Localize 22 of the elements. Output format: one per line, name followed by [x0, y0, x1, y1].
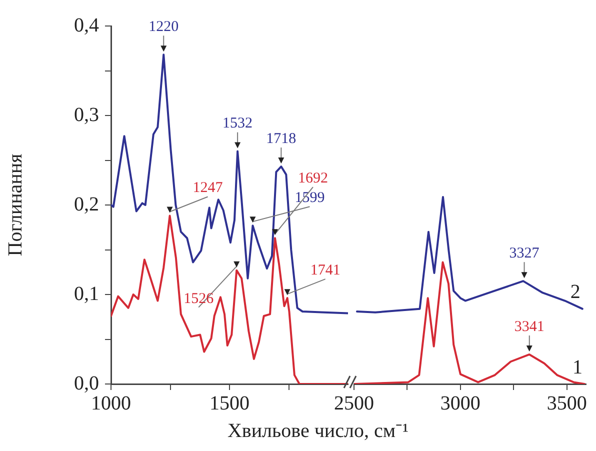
annotation: 1718 [266, 130, 296, 147]
y-tick-label: 0,4 [74, 14, 99, 36]
series-label: 1 [572, 356, 583, 378]
y-tick-label: 0,2 [74, 193, 99, 216]
annotation: 3327 [509, 246, 540, 262]
x-tick-label: 2500 [334, 392, 374, 414]
x-tick-label: 3500 [546, 392, 587, 414]
x-tick-label: 1500 [210, 392, 250, 414]
annotation: 1220 [148, 19, 179, 36]
annotation: 1692 [298, 170, 328, 187]
y-tick-label: 0,3 [74, 104, 99, 126]
y-tick-label: 0,1 [74, 282, 99, 305]
y-tick-label: 0,0 [74, 372, 99, 394]
x-tick-label: 3000 [440, 392, 480, 414]
series-label: 2 [570, 281, 580, 304]
annotation: 1532 [222, 116, 253, 132]
y-axis-title: Поглинання [4, 154, 26, 256]
annotation: 3341 [514, 318, 544, 335]
x-tick-label: 1000 [91, 392, 131, 414]
annotation: 1741 [310, 262, 340, 279]
x-axis-title: Хвильове число, см⁻¹ [226, 419, 410, 443]
annotation: 1247 [192, 180, 224, 196]
